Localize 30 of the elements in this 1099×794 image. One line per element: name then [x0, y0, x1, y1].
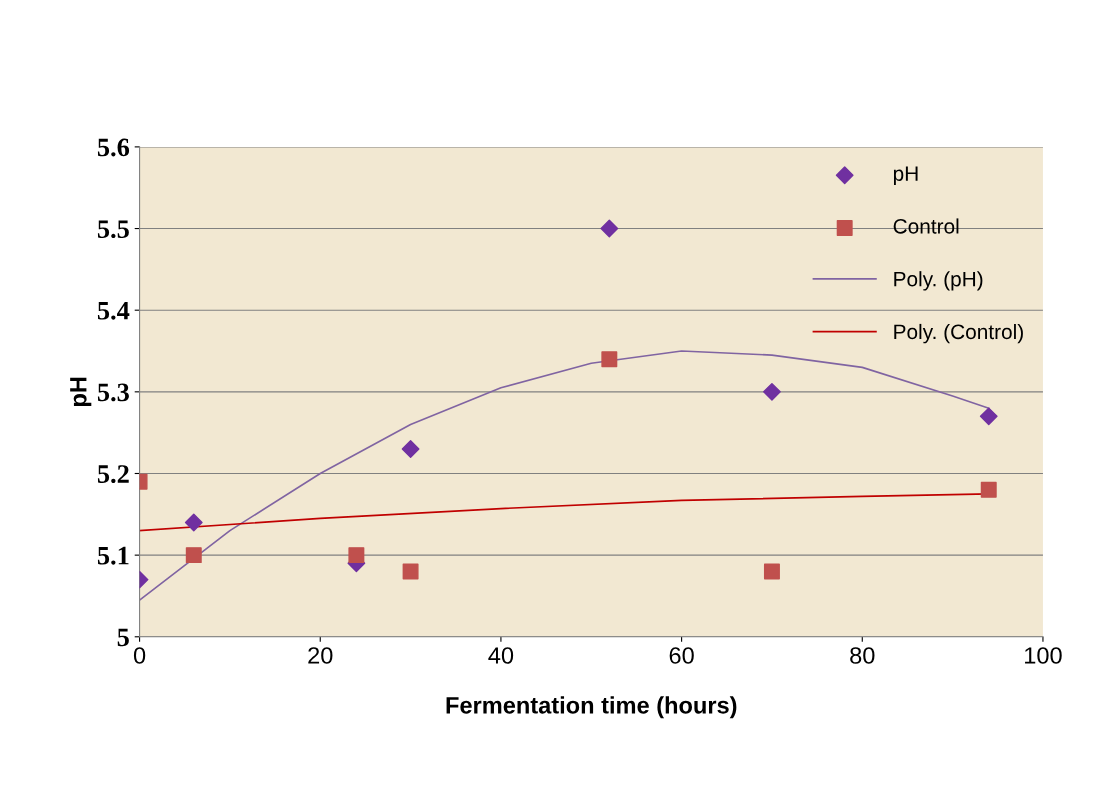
x-tick-label: 20 — [308, 647, 333, 664]
y-tick-label: 5.3 — [97, 383, 129, 402]
y-tick-label: 5.4 — [97, 301, 130, 320]
point — [401, 440, 420, 458]
legend-label: Control — [893, 218, 959, 234]
legend-label: Poly. (Control) — [894, 323, 1023, 344]
x-tick-label: 100 — [1025, 647, 1062, 664]
y-axis-title: pH — [70, 377, 92, 407]
x-tick-label: 80 — [850, 647, 875, 664]
y-tick-label: 5.6 — [97, 138, 130, 157]
point — [600, 219, 619, 238]
x-tick-label: 60 — [669, 647, 694, 664]
point — [763, 382, 781, 401]
y-tick-label: 5.1 — [97, 546, 129, 565]
point — [601, 351, 618, 368]
point — [402, 563, 419, 580]
point — [980, 481, 997, 498]
point — [185, 547, 202, 564]
point — [979, 407, 998, 426]
x-tick-label: 40 — [488, 647, 514, 664]
legend-label: Poly. (pH) — [894, 271, 983, 291]
x-tick-label: 0 — [133, 647, 146, 664]
point — [184, 513, 203, 532]
legend-label: pH — [893, 166, 918, 186]
point — [348, 547, 365, 564]
y-tick-label: 5.5 — [97, 220, 129, 239]
x-axis-title: Fermentation time (hours) — [446, 696, 737, 719]
y-tick-label: 5 — [117, 628, 129, 647]
y-tick-label: 5.2 — [97, 465, 129, 484]
point — [763, 563, 780, 580]
